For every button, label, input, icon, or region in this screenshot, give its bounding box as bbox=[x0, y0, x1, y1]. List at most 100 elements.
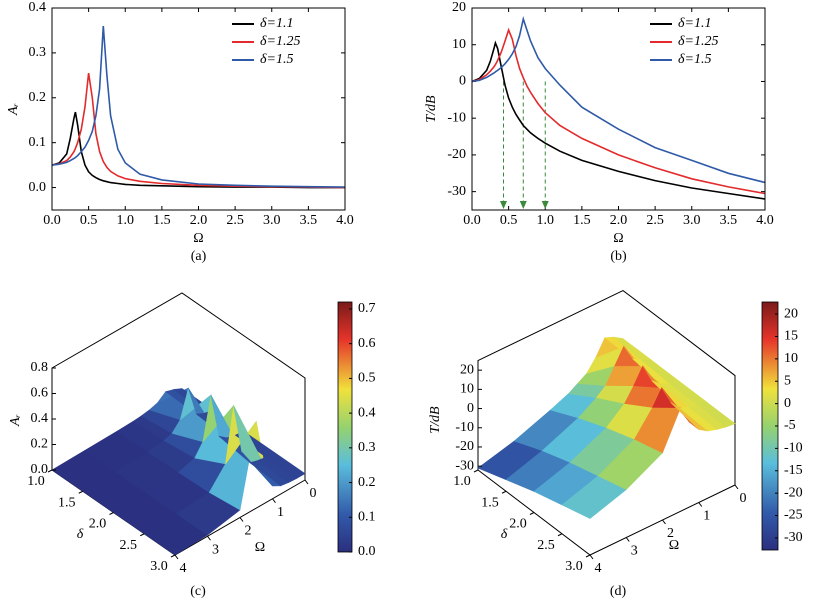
caption: (d) bbox=[610, 584, 627, 599]
delta-tick-label: 1.0 bbox=[27, 474, 45, 489]
omega-tick bbox=[589, 554, 594, 560]
y-tick-label: 0.0 bbox=[29, 180, 47, 195]
x-axis-label: Ω bbox=[613, 231, 623, 246]
x-tick-label: 3.0 bbox=[683, 213, 701, 228]
colorbar-tick-label: 15 bbox=[784, 329, 798, 344]
y-tick-label: -10 bbox=[447, 110, 466, 125]
colorbar-tick-label: 0.0 bbox=[358, 544, 376, 559]
z-tick-label: 20 bbox=[460, 362, 474, 377]
line bbox=[51, 25, 346, 188]
legend-label: δ=1.1 bbox=[260, 16, 293, 31]
delta-tick-label: 2.0 bbox=[509, 517, 527, 532]
colorbar-tick-label: 0.1 bbox=[358, 509, 376, 524]
delta-tick-label: 2.0 bbox=[89, 517, 107, 532]
omega-axis-label: Ω bbox=[255, 540, 265, 555]
omega-tick-label: 0 bbox=[740, 491, 747, 506]
delta-tick-label: 1.0 bbox=[453, 474, 471, 489]
omega-tick bbox=[662, 519, 666, 525]
x-tick-label: 2.0 bbox=[610, 213, 628, 228]
arrow-head bbox=[541, 201, 549, 209]
delta-tick bbox=[47, 469, 53, 473]
omega-tick-label: 3 bbox=[212, 542, 219, 557]
line bbox=[471, 27, 766, 195]
legend-label: δ=1.1 bbox=[678, 16, 711, 31]
plot-frame bbox=[51, 7, 346, 211]
x-tick-label: 1.0 bbox=[117, 213, 135, 228]
delta-tick-label: 1.5 bbox=[481, 495, 499, 510]
z-tick-label: 0 bbox=[467, 401, 474, 416]
omega-tick-label: 4 bbox=[595, 561, 602, 576]
delta-tick bbox=[557, 533, 563, 537]
z-tick-label: 0.4 bbox=[31, 411, 49, 426]
arrow-head bbox=[519, 201, 527, 209]
x-tick-label: 0.0 bbox=[463, 213, 481, 228]
omega-tick bbox=[625, 537, 630, 542]
x-tick-label: 4.0 bbox=[756, 213, 774, 228]
colorbar-tick-label: 5 bbox=[784, 373, 791, 388]
y-tick-label: 0.2 bbox=[29, 90, 47, 105]
colorbar-tick-label: -15 bbox=[784, 463, 803, 478]
z-tick-label: 0.0 bbox=[31, 462, 49, 477]
z-tick-label: -20 bbox=[455, 439, 474, 454]
x-axis-label: Ω bbox=[193, 231, 203, 246]
surface-cell bbox=[265, 452, 306, 479]
z-tick-label: 10 bbox=[460, 382, 474, 397]
omega-tick-label: 2 bbox=[667, 526, 674, 541]
colorbar-tick-label: -10 bbox=[784, 441, 803, 456]
y-tick-label: 20 bbox=[452, 0, 466, 15]
delta-tick-label: 1.5 bbox=[58, 495, 76, 510]
surface-cell bbox=[697, 401, 736, 428]
colorbar-tick-label: 0.7 bbox=[358, 301, 376, 316]
z-tick-label: -10 bbox=[455, 420, 474, 435]
colorbar-tick-label: 0.5 bbox=[358, 371, 376, 386]
delta-axis-label: δ bbox=[501, 527, 508, 542]
line bbox=[51, 111, 345, 189]
z-tick-label: 0.8 bbox=[31, 360, 49, 375]
z-axis-label: Aᵣ bbox=[8, 414, 23, 427]
x-tick-label: 2.5 bbox=[226, 213, 244, 228]
line bbox=[471, 40, 766, 200]
x-tick-label: 2.0 bbox=[190, 213, 208, 228]
x-tick-label: 1.5 bbox=[153, 213, 171, 228]
y-tick-label: 10 bbox=[452, 37, 466, 52]
omega-tick bbox=[698, 502, 703, 507]
omega-axis-label: Ω bbox=[669, 538, 679, 553]
colorbar-tick-label: -20 bbox=[784, 485, 803, 500]
z-tick-label: -30 bbox=[455, 458, 474, 473]
delta-tick-label: 3.0 bbox=[565, 559, 583, 574]
legend-label: δ=1.5 bbox=[678, 52, 711, 67]
y-tick-label: -30 bbox=[447, 184, 466, 199]
omega-tick-label: 1 bbox=[277, 505, 284, 520]
legend-label: δ=1.5 bbox=[260, 52, 293, 67]
colorbar-tick-label: -25 bbox=[784, 508, 803, 523]
omega-tick bbox=[734, 484, 739, 490]
colorbar-tick-label: 0.4 bbox=[358, 405, 376, 420]
omega-tick bbox=[174, 554, 179, 560]
delta-tick bbox=[529, 512, 535, 515]
arrow-head bbox=[499, 201, 507, 209]
colorbar-tick-label: 0 bbox=[784, 396, 791, 411]
x-tick-label: 0.5 bbox=[500, 213, 518, 228]
colorbar-tick-label: 0.3 bbox=[358, 440, 376, 455]
y-tick-label: 0.3 bbox=[29, 45, 47, 60]
delta-tick bbox=[501, 490, 507, 494]
line bbox=[51, 72, 346, 189]
omega-tick bbox=[239, 517, 244, 522]
delta-tick-label: 3.0 bbox=[150, 559, 168, 574]
omega-tick-label: 2 bbox=[245, 524, 252, 539]
x-tick-label: 4.0 bbox=[336, 213, 354, 228]
y-axis-label: T/dB bbox=[424, 95, 439, 123]
delta-tick bbox=[109, 512, 114, 515]
y-tick-label: 0.1 bbox=[29, 135, 47, 150]
z-tick-label: 0.2 bbox=[31, 437, 49, 452]
y-tick-label: -20 bbox=[447, 147, 466, 162]
caption: (a) bbox=[191, 249, 207, 264]
x-tick-label: 1.0 bbox=[537, 213, 555, 228]
omega-tick-label: 4 bbox=[180, 561, 187, 576]
x-tick-label: 0.0 bbox=[43, 213, 61, 228]
delta-axis-label: δ bbox=[77, 527, 84, 542]
y-tick-label: 0 bbox=[459, 74, 466, 89]
delta-tick bbox=[473, 469, 479, 473]
delta-tick bbox=[170, 554, 176, 558]
omega-tick bbox=[304, 479, 309, 485]
